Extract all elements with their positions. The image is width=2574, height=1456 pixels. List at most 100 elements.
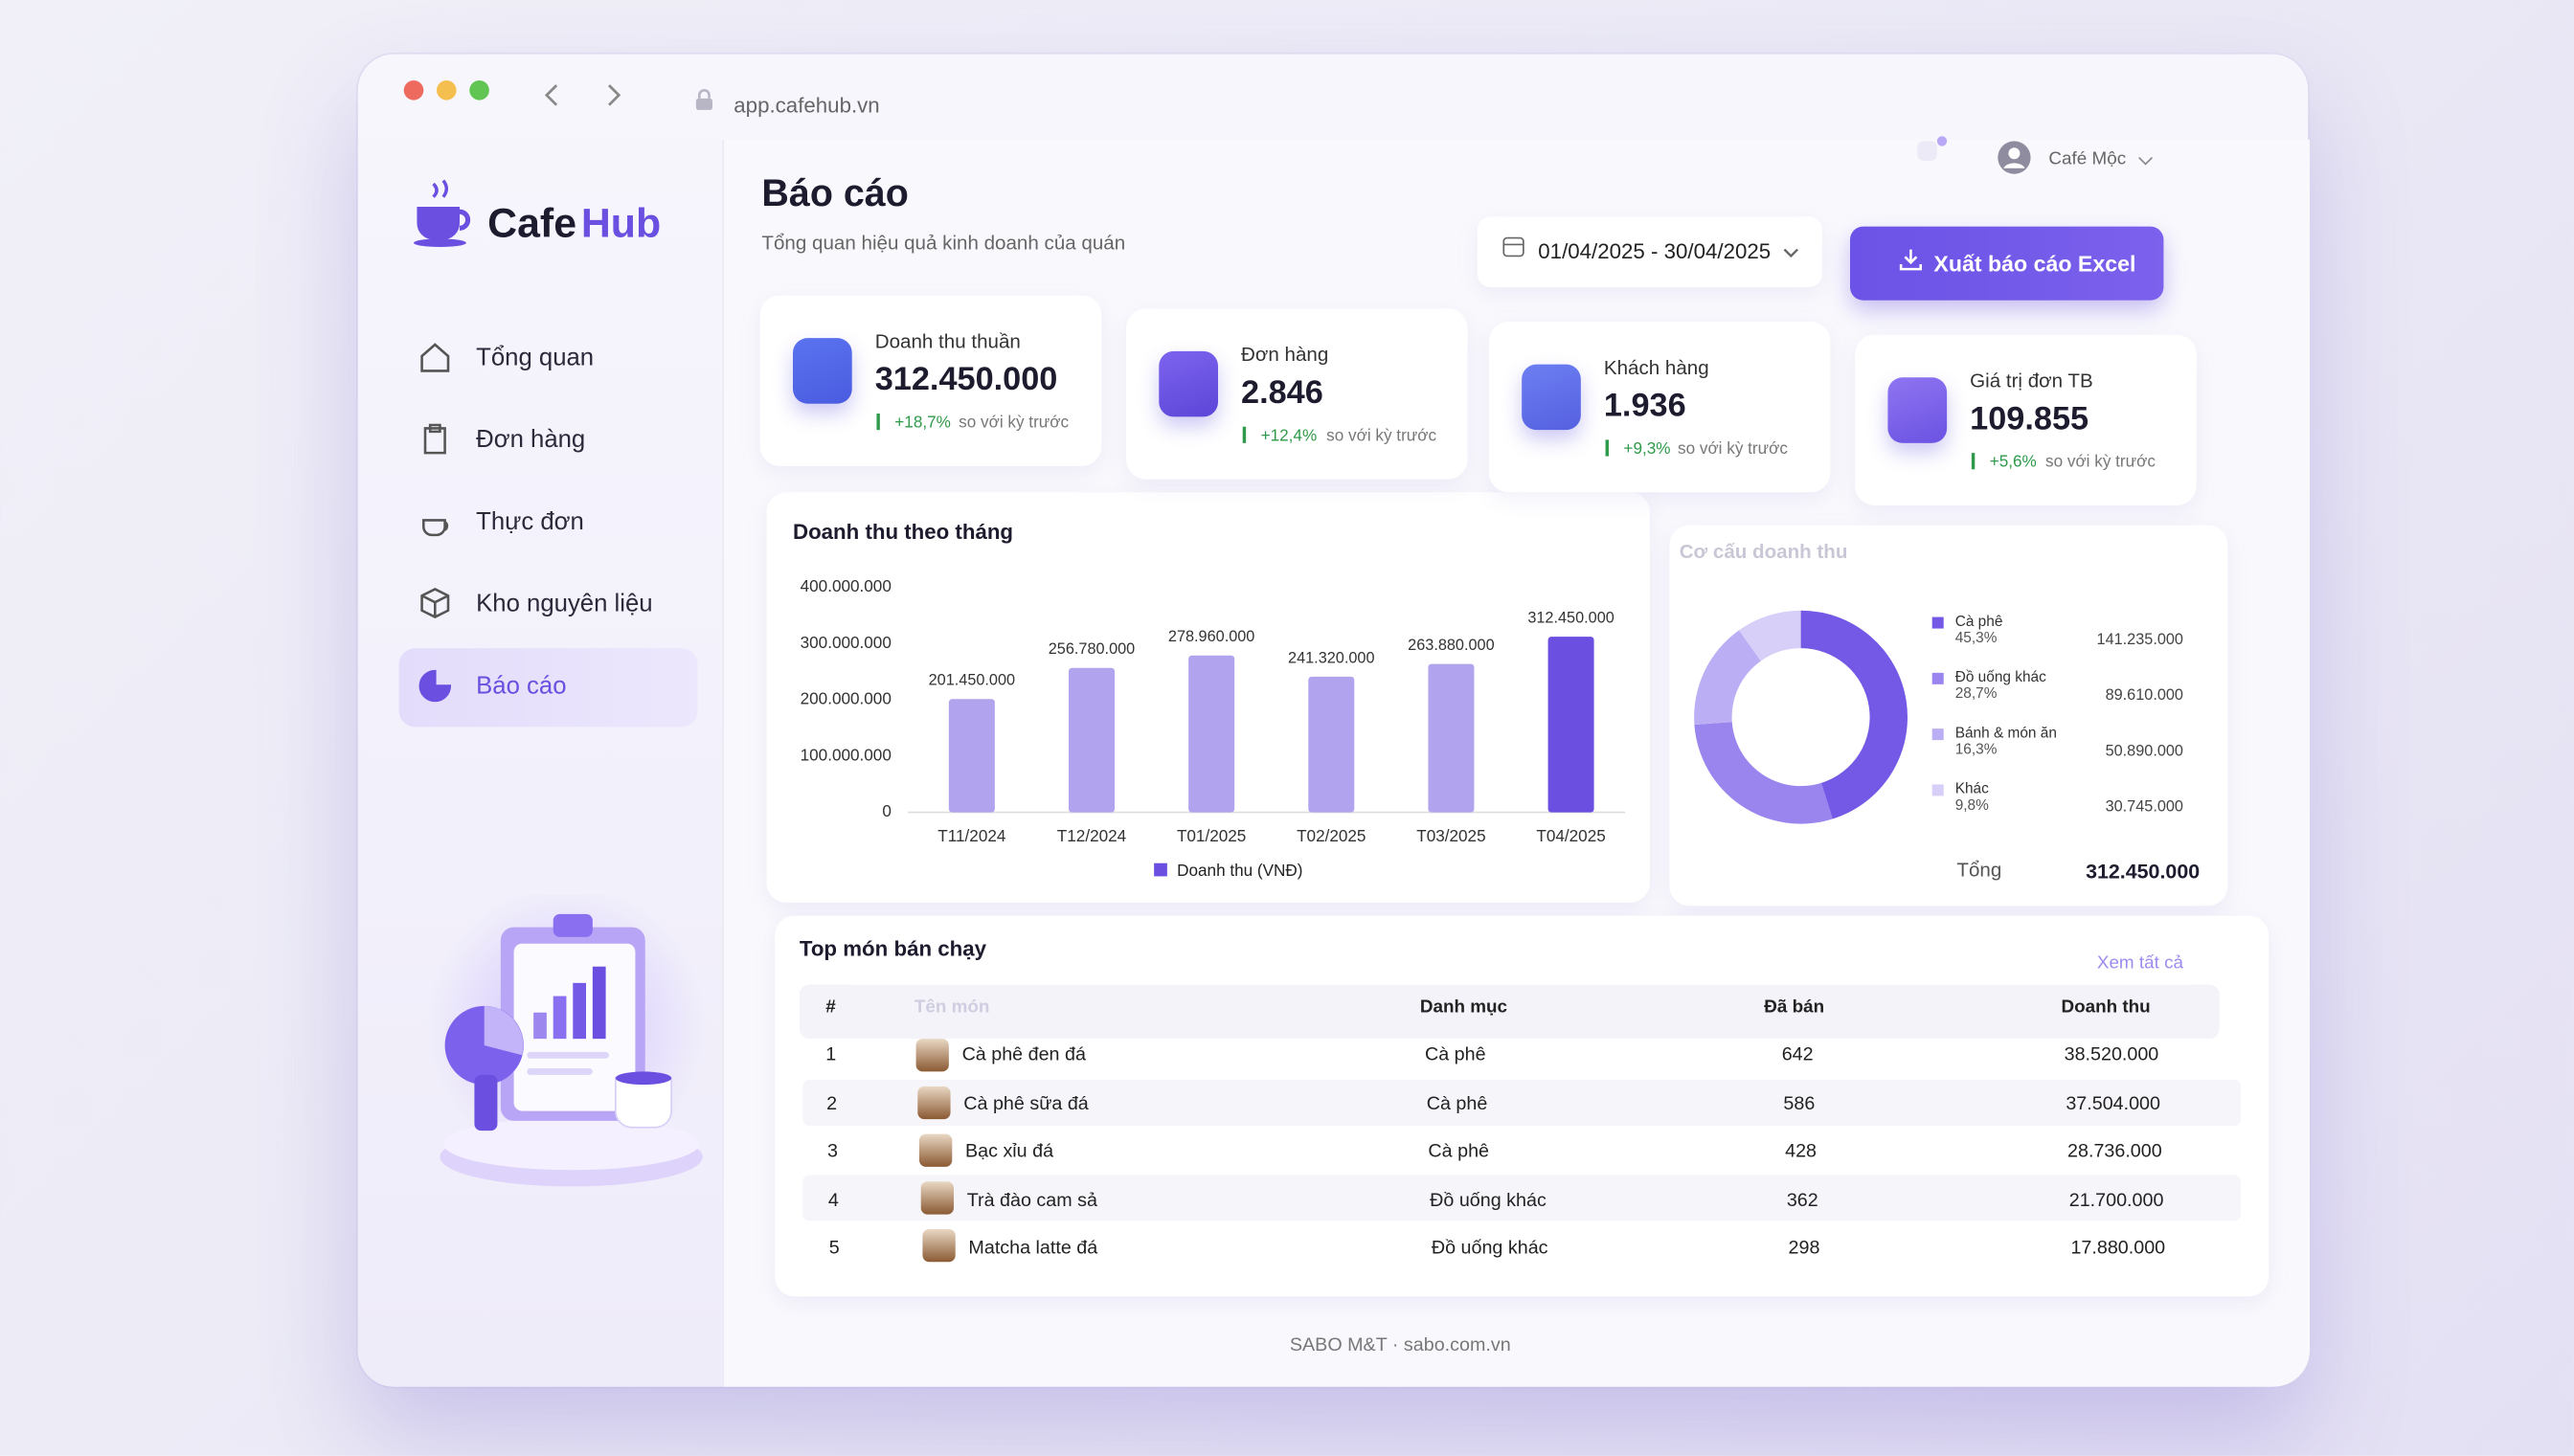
y-tick-label: 200.000.000 (801, 689, 892, 708)
nav-arrows[interactable] (533, 78, 632, 111)
table-cell: 586 (1783, 1093, 1816, 1114)
kpi-arrow (876, 414, 879, 431)
legend-percent: 28,7% (1955, 685, 1998, 702)
nav-item[interactable]: Kho nguyên liệu (476, 590, 653, 618)
kpi-value: 1.936 (1603, 388, 1686, 425)
column-header: # (825, 997, 836, 1018)
chart-title: Doanh thu theo tháng (793, 520, 1013, 544)
legend-percent: 45,3% (1955, 630, 1998, 646)
donut-segment (1738, 610, 1801, 661)
value-label: 201.450.000 (929, 672, 1015, 689)
table-cell: 38.520.000 (2064, 1045, 2159, 1065)
nav-icon-shape (423, 423, 446, 455)
nav-item[interactable]: Tổng quan (476, 344, 595, 372)
avatar[interactable] (1997, 140, 2033, 176)
kpi-label: Đơn hàng (1241, 343, 1329, 367)
legend-amount: 89.610.000 (2106, 686, 2183, 704)
x-tick-label: T04/2025 (1536, 826, 1605, 845)
table-row-stripe (802, 1175, 2242, 1221)
table-header-bg (799, 984, 2220, 1040)
nav-icon (420, 587, 450, 619)
kpi-change: +9,3% (1623, 440, 1671, 459)
table-cell: 298 (1788, 1239, 1820, 1259)
x-tick-label: T01/2025 (1177, 826, 1246, 845)
legend-amount: 50.890.000 (2106, 742, 2183, 759)
nav-item[interactable]: Báo cáo (476, 672, 567, 701)
window-dot-red (403, 80, 424, 101)
dropdown-icon (1783, 248, 1798, 258)
nav-icon-shape (418, 669, 452, 703)
x-tick-label: T02/2025 (1297, 826, 1366, 845)
value-label: 312.450.000 (1527, 610, 1614, 627)
view-all-link[interactable]: Xem tất cả (2096, 953, 2183, 974)
kpi-label: Khách hàng (1603, 356, 1709, 379)
nav-item[interactable]: Thực đơn (476, 507, 584, 536)
export-button[interactable] (1850, 226, 2164, 301)
legend-label: Khác (1955, 781, 1989, 797)
table-row-stripe (802, 1080, 2242, 1126)
table-cell: Cà phê (1428, 1142, 1490, 1162)
date-range: 01/04/2025 - 30/04/2025 (1538, 238, 1772, 264)
table-cell: Cà phê (1425, 1045, 1486, 1065)
legend-swatch (1931, 728, 1944, 741)
user-chevron (2138, 156, 2154, 166)
table-cell: 37.504.000 (2066, 1093, 2160, 1114)
illustration (426, 894, 707, 1187)
table-cell: 21.700.000 (2068, 1190, 2164, 1211)
item-thumbnail (920, 1181, 954, 1215)
kpi-value: 109.855 (1970, 401, 2089, 437)
x-tick-label: T11/2024 (937, 826, 1006, 845)
legend-swatch (1931, 784, 1944, 796)
column-header: Doanh thu (2061, 997, 2151, 1018)
table-cell: 17.880.000 (2070, 1239, 2166, 1259)
legend-swatch (1154, 862, 1167, 877)
item-thumbnail (915, 1039, 949, 1072)
column-header: Đã bán (1764, 997, 1825, 1018)
nav-item[interactable]: Đơn hàng (476, 425, 586, 454)
calendar-icon (1502, 236, 1524, 258)
bar (1547, 637, 1594, 813)
logo-text: Cafe (487, 201, 577, 247)
kpi-compare: so với kỳ trước (1326, 427, 1437, 446)
y-tick-label: 100.000.000 (801, 745, 892, 764)
table-cell: Đồ uống khác (1431, 1239, 1548, 1259)
nav-icon-shape (420, 587, 450, 619)
donut-segment (1694, 722, 1833, 824)
y-tick-label: 300.000.000 (801, 633, 892, 652)
logo-text-accent: Hub (580, 201, 662, 247)
kpi-change: +5,6% (1989, 454, 2037, 472)
nav-icon (422, 519, 449, 537)
value-label: 241.320.000 (1288, 649, 1374, 666)
nav-icon-shape (422, 519, 449, 537)
kpi-compare: so với kỳ trước (959, 414, 1070, 433)
column-header: Tên món (914, 997, 990, 1018)
bar (1069, 667, 1115, 813)
kpi-change: +12,4% (1260, 427, 1318, 446)
kpi-arrow (1242, 426, 1246, 443)
donut-segment (1800, 610, 1908, 819)
table-title: Top món bán chạy (799, 936, 987, 961)
legend-label: Bánh & món ăn (1955, 725, 2057, 741)
table-cell: 428 (1785, 1142, 1818, 1162)
kpi-compare: so với kỳ trước (2045, 454, 2156, 472)
bar (1308, 676, 1355, 813)
kpi-value: 312.450.000 (874, 362, 1058, 398)
kpi-label: Giá trị đơn TB (1970, 369, 2093, 392)
window-dot-green (469, 80, 489, 101)
kpi-label: Doanh thu thuần (874, 329, 1021, 353)
legend-percent: 16,3% (1955, 742, 1998, 758)
nav-icon-shape (420, 343, 450, 372)
export-button-label: Xuất báo cáo Excel (1933, 252, 2136, 277)
table-cell: 3 (827, 1142, 838, 1162)
donut-segment (1694, 630, 1761, 726)
lock-icon (695, 89, 712, 110)
table-cell: 4 (827, 1190, 839, 1211)
kpi-compare: so với kỳ trước (1678, 440, 1788, 459)
date-picker[interactable] (1477, 216, 1822, 287)
bell-icon[interactable] (1917, 141, 1937, 161)
value-label: 263.880.000 (1408, 637, 1494, 654)
